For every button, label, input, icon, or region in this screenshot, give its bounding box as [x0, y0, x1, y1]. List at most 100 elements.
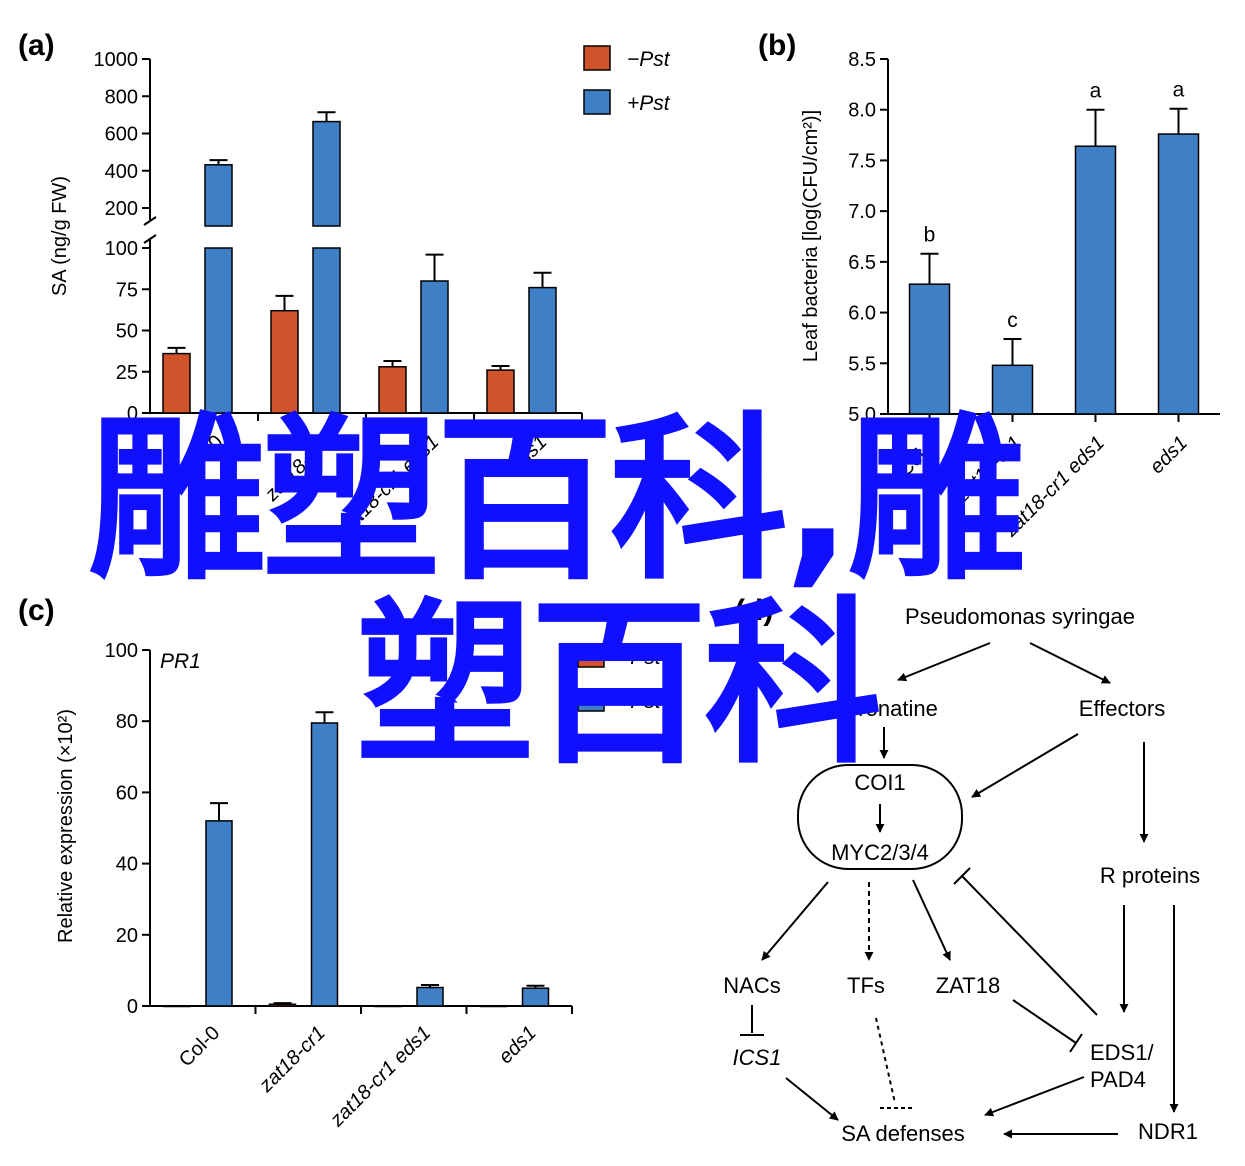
node-eds1-line1: EDS1/ — [1090, 1040, 1154, 1065]
y-axis-label: SA (ng/g FW) — [49, 176, 71, 296]
edge-pst-coronatine — [897, 642, 991, 682]
y-tick-label: 40 — [116, 854, 138, 876]
y-tick-label: 5.5 — [848, 353, 876, 375]
panel-label-d: (d) — [735, 594, 773, 627]
edge-pst-effectors — [1029, 642, 1111, 684]
node-pseudomonas: Pseudomonas syringae — [905, 604, 1135, 629]
bar — [1074, 145, 1117, 415]
axis-break-mark — [143, 234, 157, 244]
panel-label-c: (c) — [18, 594, 55, 627]
legend-label: +Pst — [627, 92, 671, 115]
x-tick-label: Col-0 — [894, 432, 943, 481]
y-tick-label: 80 — [116, 711, 138, 733]
x-tick-label: zat18-cr1 eds1 — [325, 1022, 435, 1132]
node-eds1-line2: PAD4 — [1090, 1067, 1146, 1092]
edge-eds1-inhibits-myc — [961, 875, 1098, 1016]
bar — [312, 120, 341, 227]
node-effectors: Effectors — [1079, 696, 1165, 721]
chart-c-pr1-expression: 0 20 40 60 80 100 Relative expression (×10²) PR… — [55, 640, 662, 1132]
legend-label: −Pst — [627, 48, 671, 71]
y-tick-label: 800 — [105, 86, 138, 108]
x-tick-label: eds1 — [505, 431, 551, 477]
bar — [204, 164, 233, 227]
legend-swatch — [583, 45, 611, 71]
bar — [163, 1005, 191, 1008]
y-tick-label: 60 — [116, 782, 138, 804]
node-coronatine: Coronatine — [830, 696, 938, 721]
significance-letter: c — [1007, 309, 1018, 332]
edge-ics1-sa — [785, 1077, 839, 1121]
chart-a-sa-levels: 0 25 50 75 100 200 400 600 800 1000 SA (ng/g FW) Co… — [49, 45, 671, 541]
panel-label-a: (a) — [18, 29, 55, 62]
edge-tfs-inhibits-sa — [875, 1017, 896, 1104]
edge-eds1-inhibits-myc-bar — [953, 867, 971, 885]
y-tick-label: 100 — [105, 238, 138, 260]
edge-eds1-sa — [984, 1076, 1085, 1117]
y-tick-label: 0 — [127, 403, 138, 425]
y-tick-label: 25 — [116, 362, 138, 384]
bar — [205, 820, 233, 1007]
node-sa-defenses: SA defenses — [841, 1121, 965, 1146]
y-tick-label: 400 — [105, 161, 138, 183]
bar — [479, 1005, 508, 1008]
x-tick-label: eds1 — [1146, 432, 1192, 478]
y-axis-label: Relative expression (×10²) — [55, 709, 77, 943]
bar — [310, 722, 339, 1007]
bar — [268, 1003, 297, 1007]
legend-swatch — [583, 89, 611, 115]
legend-swatch — [577, 644, 605, 668]
y-tick-label: 8.5 — [848, 49, 876, 71]
bar — [1157, 133, 1200, 415]
y-tick-label: 7.5 — [848, 150, 876, 172]
bar — [162, 352, 191, 414]
y-tick-label: 0 — [127, 996, 138, 1018]
x-tick-label: zat18-cr1 eds1 — [334, 431, 444, 541]
y-tick-label: 6.0 — [848, 303, 876, 325]
edge-myc-nacs — [761, 881, 829, 961]
node-ndr1: NDR1 — [1138, 1119, 1198, 1144]
bar — [416, 986, 444, 1007]
y-tick-label: 200 — [105, 198, 138, 220]
edge-zat18-inhibits-eds1-bar — [1069, 1033, 1083, 1053]
edge-zat18-inhibits-eds1 — [1012, 999, 1077, 1044]
bar — [378, 366, 407, 414]
legend-label: −Pst — [618, 646, 662, 669]
bar — [270, 309, 299, 414]
bar — [521, 987, 550, 1007]
chart-title: PR1 — [160, 650, 201, 673]
significance-letter: a — [1090, 80, 1102, 103]
y-tick-label: 20 — [116, 925, 138, 947]
bar — [374, 1005, 402, 1008]
node-ics1: ICS1 — [733, 1045, 782, 1070]
x-tick-label: zat18-cr1 — [255, 1022, 330, 1097]
bar — [420, 280, 449, 414]
bar — [312, 247, 341, 414]
legend-swatch — [577, 688, 605, 712]
diagram-d-signaling: Pseudomonas syringae Coronatine Effector… — [723, 604, 1200, 1146]
y-tick-label: 6.5 — [848, 252, 876, 274]
significance-letter: a — [1173, 79, 1185, 102]
bar — [486, 369, 515, 414]
y-axis-label: Leaf bacteria [log(CFU/cm²)] — [800, 110, 822, 362]
node-coi1: COI1 — [854, 770, 905, 795]
x-tick-label: Col-0 — [178, 431, 227, 480]
legend-label: +Pst — [618, 690, 662, 713]
node-tfs: TFs — [847, 973, 885, 998]
edge-effectors-coi1 — [971, 733, 1079, 798]
y-tick-label: 1000 — [94, 49, 139, 71]
y-tick-label: 5.0 — [848, 404, 876, 426]
node-r-proteins: R proteins — [1100, 863, 1200, 888]
y-tick-label: 8.0 — [848, 100, 876, 122]
x-tick-label: zat18-cr1 — [951, 432, 1026, 507]
node-zat18: ZAT18 — [936, 973, 1000, 998]
node-nacs: NACs — [723, 973, 780, 998]
bar — [991, 364, 1034, 415]
y-tick-label: 75 — [116, 279, 138, 301]
significance-letter: b — [924, 224, 936, 247]
x-tick-label: eds1 — [495, 1022, 541, 1068]
x-tick-label: zat18-cr1 — [260, 431, 335, 506]
chart-b-leaf-bacteria: 5.0 5.5 6.0 6.5 7.0 7.5 8.0 8.5 Leaf bacteria [l… — [800, 49, 1220, 542]
bar — [528, 286, 557, 414]
coi1-myc-complex-box — [797, 764, 963, 870]
